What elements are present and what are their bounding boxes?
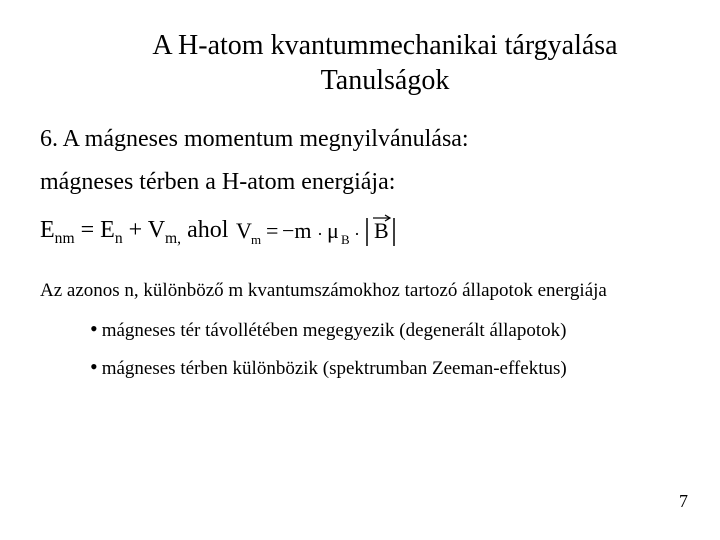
sub-nm: nm: [55, 229, 75, 246]
svg-text:−m: −m: [282, 218, 312, 243]
svg-text:B: B: [341, 232, 350, 247]
svg-text:μ: μ: [327, 218, 339, 243]
formula-rhs-image: V m = −m · μ B · B: [234, 212, 424, 252]
svg-text:m: m: [251, 232, 261, 247]
bullet-dot-icon: •: [90, 316, 98, 341]
plus-Vm: + V: [123, 217, 165, 243]
energy-formula: Enm = En + Vm, ahol V m = −m · μ B · B: [40, 212, 680, 252]
note-line: Az azonos n, különböző m kvantumszámokho…: [40, 280, 680, 302]
bullet-2: •mágneses térben különbözik (spektrumban…: [40, 354, 680, 380]
svg-text:V: V: [236, 218, 252, 243]
page-number: 7: [679, 491, 688, 512]
bullet-dot-icon: •: [90, 354, 98, 379]
E-symbol: E: [40, 217, 55, 243]
title-line-1: A H-atom kvantummechanikai tárgyalása: [90, 28, 680, 63]
title-line-2: Tanulságok: [90, 63, 680, 98]
sub-m: m,: [165, 229, 181, 246]
bullet-2-text: mágneses térben különbözik (spektrumban …: [102, 358, 567, 379]
svg-text:·: ·: [317, 224, 323, 244]
ahol-text: ahol: [181, 217, 228, 243]
item-6-heading: 6. A mágneses momentum megnyilvánulása:: [40, 126, 680, 153]
bullet-1-text: mágneses tér távollétében megegyezik (de…: [102, 320, 567, 341]
svg-text:·: ·: [354, 224, 360, 244]
equals-En: = E: [75, 217, 115, 243]
svg-text:=: =: [266, 218, 278, 243]
svg-text:B: B: [374, 218, 389, 243]
formula-lhs: Enm = En + Vm, ahol: [40, 217, 228, 248]
sub-n: n: [115, 229, 123, 246]
bullet-1: •mágneses tér távollétében megegyezik (d…: [40, 316, 680, 342]
energy-intro-line: mágneses térben a H-atom energiája:: [40, 169, 680, 196]
slide-title: A H-atom kvantummechanikai tárgyalása Ta…: [90, 28, 680, 98]
